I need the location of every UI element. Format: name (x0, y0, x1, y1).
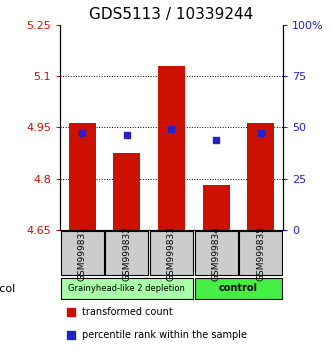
Bar (194, 25, 238, 230)
FancyBboxPatch shape (106, 231, 148, 275)
FancyBboxPatch shape (195, 231, 237, 275)
Bar (158, 66, 185, 230)
Text: GSM999832: GSM999832 (122, 226, 132, 281)
FancyBboxPatch shape (61, 278, 193, 299)
Text: Grainyhead-like 2 depletion: Grainyhead-like 2 depletion (69, 284, 185, 293)
FancyBboxPatch shape (195, 278, 282, 299)
Text: GSM999831: GSM999831 (78, 226, 87, 281)
Bar (203, 185, 229, 230)
FancyBboxPatch shape (150, 231, 193, 275)
Text: protocol: protocol (0, 284, 15, 294)
Title: GDS5113 / 10339244: GDS5113 / 10339244 (89, 7, 254, 22)
Text: transformed count: transformed count (82, 307, 173, 317)
Bar (105, 25, 149, 230)
Text: percentile rank within the sample: percentile rank within the sample (82, 330, 247, 340)
Bar (114, 153, 140, 230)
FancyBboxPatch shape (239, 231, 282, 275)
Bar (60, 25, 105, 230)
FancyBboxPatch shape (61, 231, 104, 275)
Text: GSM999833: GSM999833 (167, 226, 176, 281)
Text: control: control (219, 284, 258, 293)
Bar (247, 123, 274, 230)
Bar (238, 25, 283, 230)
Text: GSM999834: GSM999834 (211, 226, 221, 281)
Text: GSM999835: GSM999835 (256, 226, 265, 281)
Bar (149, 25, 194, 230)
Bar (69, 123, 96, 230)
